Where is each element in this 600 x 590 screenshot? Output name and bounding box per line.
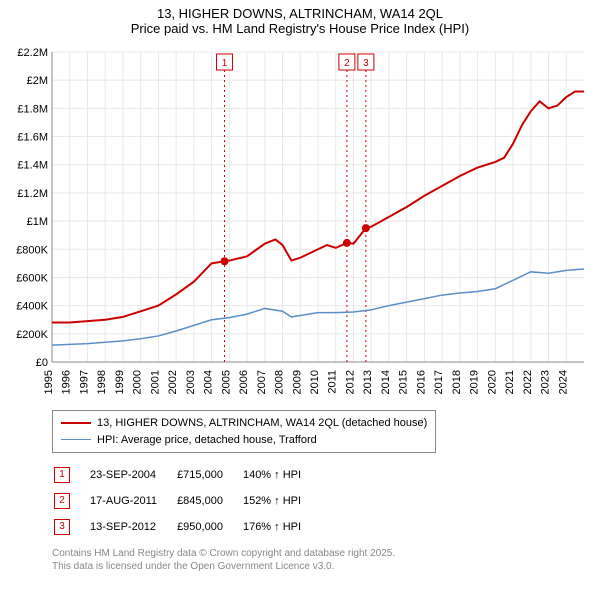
- legend-swatch-property: [61, 422, 91, 424]
- legend-swatch-hpi: [61, 439, 91, 440]
- svg-text:2015: 2015: [398, 370, 410, 394]
- marker-badge: 3: [54, 519, 70, 535]
- marker-row: 1 23-SEP-2004£715,000140% ↑ HPI: [54, 463, 319, 487]
- svg-text:2: 2: [344, 58, 350, 69]
- marker-badge: 2: [54, 493, 70, 509]
- svg-text:2024: 2024: [557, 370, 569, 394]
- svg-text:2018: 2018: [451, 370, 463, 394]
- svg-text:1996: 1996: [61, 370, 73, 394]
- marker-row: 2 17-AUG-2011£845,000152% ↑ HPI: [54, 489, 319, 513]
- svg-text:2016: 2016: [415, 370, 427, 394]
- svg-text:£1.4M: £1.4M: [17, 160, 48, 172]
- marker-date: 23-SEP-2004: [90, 463, 175, 487]
- marker-hpi-diff: 152% ↑ HPI: [243, 489, 319, 513]
- svg-text:2002: 2002: [167, 370, 179, 394]
- marker-date: 13-SEP-2012: [90, 515, 175, 539]
- footnote: Contains HM Land Registry data © Crown c…: [52, 547, 592, 573]
- svg-text:2004: 2004: [203, 370, 215, 394]
- svg-text:2009: 2009: [291, 370, 303, 394]
- marker-badge: 1: [54, 467, 70, 483]
- legend-label: HPI: Average price, detached house, Traf…: [97, 432, 317, 449]
- svg-text:£1.2M: £1.2M: [17, 188, 48, 200]
- svg-text:1: 1: [222, 58, 228, 69]
- marker-row: 3 13-SEP-2012£950,000176% ↑ HPI: [54, 515, 319, 539]
- svg-text:£1.6M: £1.6M: [17, 132, 48, 144]
- svg-text:£800K: £800K: [16, 244, 48, 256]
- legend: 13, HIGHER DOWNS, ALTRINCHAM, WA14 2QL (…: [52, 410, 436, 453]
- svg-text:£1.8M: £1.8M: [17, 103, 48, 115]
- chart-svg: £0 £200K £400K £600K £800K £1M £1.2M £1.4M £1.6M…: [8, 42, 592, 402]
- legend-row: HPI: Average price, detached house, Traf…: [61, 432, 427, 449]
- svg-text:3: 3: [363, 58, 369, 69]
- footnote-line: This data is licensed under the Open Gov…: [52, 560, 592, 573]
- svg-text:£1M: £1M: [27, 216, 48, 228]
- marker-hpi-diff: 176% ↑ HPI: [243, 515, 319, 539]
- svg-text:2007: 2007: [256, 370, 268, 394]
- footnote-line: Contains HM Land Registry data © Crown c…: [52, 547, 592, 560]
- svg-text:2006: 2006: [238, 370, 250, 394]
- chart-subtitle: Price paid vs. HM Land Registry's House …: [8, 21, 592, 36]
- svg-text:2021: 2021: [504, 370, 516, 394]
- svg-text:£400K: £400K: [16, 301, 48, 313]
- legend-label: 13, HIGHER DOWNS, ALTRINCHAM, WA14 2QL (…: [97, 415, 427, 432]
- chart-title: 13, HIGHER DOWNS, ALTRINCHAM, WA14 2QL: [8, 6, 592, 21]
- svg-text:2008: 2008: [274, 370, 286, 394]
- svg-text:2014: 2014: [380, 370, 392, 394]
- svg-text:2005: 2005: [220, 370, 232, 394]
- svg-text:2020: 2020: [486, 370, 498, 394]
- svg-text:1998: 1998: [96, 370, 108, 394]
- svg-text:£0: £0: [36, 357, 48, 369]
- chart-area: £0 £200K £400K £600K £800K £1M £1.2M £1.4M £1.6M…: [8, 42, 592, 402]
- svg-text:£2.2M: £2.2M: [17, 47, 48, 59]
- svg-text:2013: 2013: [362, 370, 374, 394]
- svg-text:2022: 2022: [522, 370, 534, 394]
- svg-text:1999: 1999: [114, 370, 126, 394]
- svg-text:2000: 2000: [132, 370, 144, 394]
- svg-text:1997: 1997: [78, 370, 90, 394]
- svg-text:2011: 2011: [327, 370, 339, 394]
- svg-text:2023: 2023: [540, 370, 552, 394]
- marker-price: £845,000: [177, 489, 241, 513]
- marker-price: £950,000: [177, 515, 241, 539]
- svg-text:2017: 2017: [433, 370, 445, 394]
- svg-text:1995: 1995: [43, 370, 55, 394]
- legend-row: 13, HIGHER DOWNS, ALTRINCHAM, WA14 2QL (…: [61, 415, 427, 432]
- svg-text:2019: 2019: [469, 370, 481, 394]
- svg-text:£2M: £2M: [27, 75, 48, 87]
- marker-table: 1 23-SEP-2004£715,000140% ↑ HPI 2 17-AUG-20…: [52, 461, 321, 541]
- svg-text:2001: 2001: [149, 370, 161, 394]
- svg-text:2010: 2010: [309, 370, 321, 394]
- marker-date: 17-AUG-2011: [90, 489, 175, 513]
- svg-text:£200K: £200K: [16, 329, 48, 341]
- marker-hpi-diff: 140% ↑ HPI: [243, 463, 319, 487]
- svg-text:2003: 2003: [185, 370, 197, 394]
- svg-text:2012: 2012: [344, 370, 356, 394]
- svg-text:£600K: £600K: [16, 272, 48, 284]
- marker-price: £715,000: [177, 463, 241, 487]
